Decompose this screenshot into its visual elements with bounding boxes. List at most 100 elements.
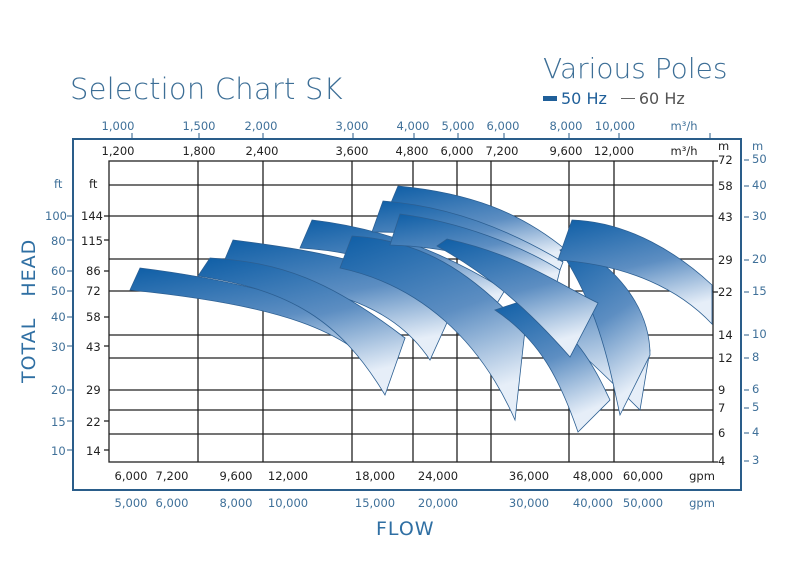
top-inner-tick: 7,200 [485,144,519,158]
right-outer-tick: 8 [752,350,760,364]
bottom-inner-unit: gpm [689,469,715,483]
left-outer-tick: 60 [51,264,66,278]
right-outer-tick: 50 [752,152,767,166]
bottom-inner-tick: 9,600 [219,469,253,483]
band-13 [436,238,599,358]
left-outer-unit: ft [54,177,63,191]
legend: 50 Hz 60 Hz [543,89,685,108]
top-inner-unit: m³/h [670,144,698,158]
right-inner-tick: 12 [718,351,733,365]
legend-swatch-thin-icon [620,97,635,100]
right-outer-tick: 5 [752,400,760,414]
bottom-inner-tick: 48,000 [572,469,614,483]
legend-swatch-thick-icon [543,96,557,101]
legend-item-60hz: 60 Hz [620,89,685,108]
right-outer-tick: 15 [752,284,767,298]
chart-frame [72,138,742,491]
left-inner-tick: 22 [86,415,101,429]
right-inner-tick: 43 [718,210,733,224]
left-outer-tick: 30 [51,340,66,354]
left-inner-unit: ft [89,177,98,191]
top-inner-tick: 1,200 [101,144,135,158]
bottom-inner-tick: 12,000 [267,469,309,483]
left-outer-tick: 80 [51,234,66,248]
left-inner-tick: 144 [81,209,103,223]
right-outer-tick: 4 [752,425,760,439]
bottom-inner-tick: 18,000 [354,469,396,483]
left-outer-tick: 10 [51,444,66,458]
right-outer-tick: 30 [752,209,767,223]
right-inner-tick: 29 [718,253,733,267]
right-outer-tick: 40 [752,178,767,192]
bottom-outer-tick: 5,000 [114,496,148,510]
bottom-outer-tick: 6,000 [155,496,189,510]
top-outer-tick: 1,000 [101,119,135,133]
top-outer-tick: 8,000 [549,119,583,133]
right-inner-tick: 72 [718,153,733,167]
top-inner-tick: 4,800 [395,144,429,158]
bottom-outer-tick: 20,000 [417,496,459,510]
bottom-outer-tick: 15,000 [354,496,396,510]
left-inner-tick: 58 [86,310,101,324]
left-outer-tick: 50 [51,284,66,298]
right-outer-tick: 10 [752,327,767,341]
top-outer-tick: 3,000 [335,119,369,133]
chart-subtitle: Various Poles [543,52,728,85]
right-inner-tick: 9 [718,383,726,397]
y-axis-title: TOTAL HEAD [18,238,40,383]
right-outer-tick: 3 [752,453,760,467]
left-outer-tick: 100 [45,209,67,223]
top-outer-tick: 1,500 [182,119,216,133]
pump-bands [129,185,713,433]
chart-title: Selection Chart SK [70,72,343,106]
right-outer-tick: 6 [752,382,760,396]
left-inner-tick: 115 [81,234,103,248]
bottom-inner-tick: 24,000 [417,469,459,483]
top-inner-tick: 3,600 [335,144,369,158]
top-inner-tick: 9,600 [549,144,583,158]
left-inner-tick: 43 [86,340,101,354]
top-outer-tick: 5,000 [441,119,475,133]
left-inner-tick: 14 [86,444,101,458]
bottom-outer-tick: 50,000 [622,496,664,510]
left-outer-tick: 40 [51,310,66,324]
right-outer-tick: 20 [752,252,767,266]
legend-label-50hz: 50 Hz [561,89,607,108]
band-12 [557,219,713,326]
bottom-outer-tick: 10,000 [267,496,309,510]
left-outer-tick: 20 [51,383,66,397]
x-axis-title: FLOW [376,518,435,540]
top-outer-tick: 6,000 [486,119,520,133]
bottom-inner-tick: 60,000 [622,469,664,483]
legend-item-50hz: 50 Hz [543,89,607,108]
band-3 [197,257,406,396]
top-inner-tick: 12,000 [593,144,635,158]
bottom-outer-tick: 8,000 [219,496,253,510]
top-inner-tick: 2,400 [245,144,279,158]
bottom-inner-tick: 7,200 [155,469,189,483]
right-inner-tick: 4 [718,454,726,468]
bottom-outer-tick: 30,000 [508,496,550,510]
bottom-outer-unit: gpm [689,496,715,510]
bottom-outer-tick: 40,000 [572,496,614,510]
top-outer-tick: 4,000 [396,119,430,133]
right-inner-tick: 14 [718,328,733,342]
top-outer-tick: 10,000 [594,119,636,133]
legend-label-60hz: 60 Hz [638,89,685,108]
top-outer-unit: m³/h [670,119,698,133]
right-inner-tick: 7 [718,401,726,415]
right-inner-tick: 58 [718,179,733,193]
bottom-inner-tick: 36,000 [508,469,550,483]
left-inner-tick: 29 [86,383,101,397]
top-outer-tick: 2,000 [244,119,278,133]
left-inner-tick: 86 [86,264,101,278]
right-outer-unit: m [752,139,764,153]
left-inner-tick: 72 [86,284,101,298]
top-inner-tick: 6,000 [440,144,474,158]
right-inner-tick: 6 [718,426,726,440]
left-outer-tick: 15 [51,415,66,429]
top-inner-tick: 1,800 [182,144,216,158]
bottom-inner-tick: 6,000 [114,469,148,483]
right-inner-tick: 22 [718,285,733,299]
